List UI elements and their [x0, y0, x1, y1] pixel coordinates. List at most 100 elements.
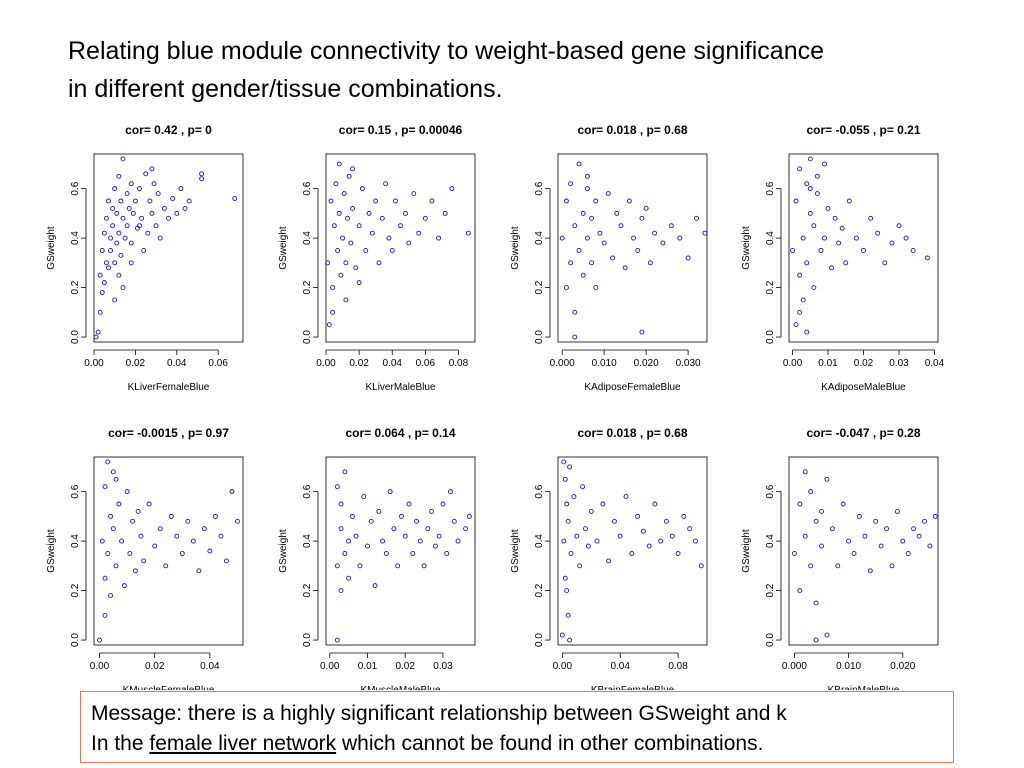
scatter-point — [818, 248, 824, 253]
scatter-point — [791, 551, 797, 556]
scatter-point — [336, 210, 342, 216]
x-tick-label: 0.00 — [84, 358, 104, 369]
plot-title: cor= 0.064 , p= 0.14 — [345, 426, 455, 440]
scatter-point — [793, 198, 799, 204]
scatter-point — [149, 210, 155, 216]
scatter-point — [839, 225, 845, 231]
scatter-point — [97, 309, 103, 315]
scatter-point — [861, 248, 866, 253]
scatter-point — [229, 489, 235, 495]
scatter-point — [867, 568, 873, 574]
scatter-point — [802, 469, 808, 475]
x-tick-label: 0.00 — [783, 358, 803, 369]
x-tick-label: 0.04 — [167, 358, 187, 369]
scatter-point — [846, 198, 852, 204]
scatter-point — [391, 526, 397, 532]
scatter-point — [376, 260, 382, 266]
scatter-point — [124, 489, 130, 495]
x-tick-label: 0.020 — [634, 358, 659, 369]
scatter-point — [846, 538, 852, 544]
scatter-point — [790, 248, 795, 253]
scatter-point — [112, 260, 118, 266]
scatter-point — [600, 501, 606, 507]
scatter-point — [813, 518, 819, 524]
plot-frame — [788, 153, 939, 343]
scatter-point — [105, 459, 111, 465]
scatter-point — [348, 240, 354, 246]
scatter-point — [128, 240, 134, 246]
scatter-point — [580, 272, 586, 278]
scatter-point — [561, 538, 567, 544]
plot-title: cor= -0.055 , p= 0.21 — [806, 123, 920, 137]
scatter-point — [212, 513, 218, 519]
scatter-point — [910, 248, 916, 253]
y-tick-label: 0.4 — [765, 231, 776, 245]
scatter-point — [143, 171, 149, 177]
scatter-point — [146, 501, 152, 507]
scatter-point — [465, 230, 471, 236]
scatter-point — [359, 186, 365, 192]
scatter-point — [166, 215, 171, 221]
scatter-point — [141, 248, 147, 253]
scatter-point — [95, 329, 101, 335]
scatter-point — [594, 538, 600, 544]
scatter-point — [333, 181, 339, 187]
scatter-point — [130, 210, 136, 216]
scatter-point — [334, 637, 340, 643]
scatter-point — [814, 173, 820, 179]
scatter-point — [442, 210, 448, 216]
scatter-point — [149, 166, 155, 172]
scatter-point — [398, 223, 403, 229]
scatter-point — [101, 280, 107, 286]
y-tick-label: 0.2 — [534, 280, 545, 294]
scatter-point — [574, 533, 580, 539]
scatter-point — [325, 260, 331, 266]
scatter-point — [804, 260, 810, 266]
scatter-point — [669, 533, 675, 539]
scatter-point — [128, 260, 134, 266]
scatter-point — [179, 551, 185, 556]
scatter-point — [889, 563, 895, 569]
y-tick-label: 0.2 — [534, 583, 545, 597]
scatter-point — [135, 508, 141, 514]
x-axis-label: KLiverFemaleBlue — [128, 382, 210, 393]
x-tick-label: 0.000 — [782, 661, 807, 672]
scatter-point — [563, 285, 569, 291]
plot-frame — [557, 456, 708, 646]
scatter-point — [116, 230, 122, 236]
x-tick-label: 0.03 — [433, 661, 453, 672]
scatter-point — [617, 533, 623, 539]
scatter-point — [120, 156, 126, 162]
scatter-point — [449, 186, 455, 192]
scatter-point — [585, 543, 591, 549]
scatter-point — [687, 526, 693, 532]
scatter-point — [120, 285, 126, 291]
scatter-point — [232, 196, 238, 201]
scatter-point — [124, 223, 130, 229]
scatter-point — [614, 210, 620, 216]
scatter-point — [588, 508, 594, 514]
scatter-point — [829, 265, 835, 271]
scatter-point — [395, 563, 401, 569]
scatter-point — [121, 583, 127, 589]
scatter-point — [819, 508, 824, 514]
scatter-point — [559, 632, 565, 638]
y-tick-label: 0.0 — [534, 633, 545, 647]
x-tick-label: 0.04 — [382, 358, 402, 369]
scatter-point — [403, 210, 408, 216]
scatter-point — [99, 538, 105, 544]
scatter-point — [108, 235, 114, 241]
scatter-point — [432, 543, 438, 549]
scatter-point — [572, 334, 578, 340]
plot-frame — [557, 153, 708, 343]
x-tick-label: 0.06 — [208, 358, 228, 369]
scatter-point — [618, 223, 624, 229]
y-axis-label: GSweight — [278, 226, 289, 270]
scatter-point — [807, 210, 813, 216]
scatter-point — [580, 484, 586, 490]
y-tick-label: 0.6 — [534, 181, 545, 195]
scatter-point — [338, 526, 344, 532]
x-tick-label: 0.04 — [925, 358, 945, 369]
scatter-point — [380, 538, 386, 544]
scatter-point — [406, 240, 412, 246]
